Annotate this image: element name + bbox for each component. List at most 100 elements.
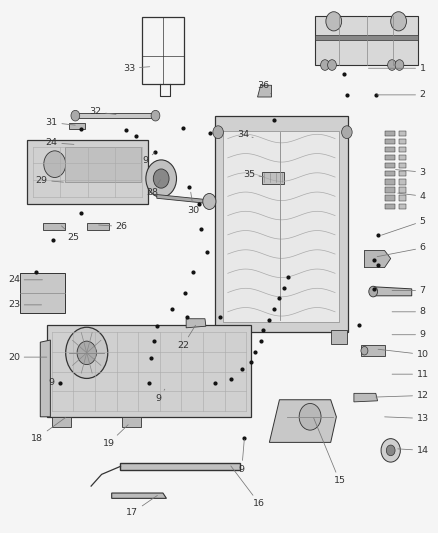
Polygon shape — [385, 155, 395, 160]
Circle shape — [44, 151, 66, 177]
Polygon shape — [373, 287, 412, 296]
Polygon shape — [399, 139, 406, 144]
Text: 24: 24 — [8, 276, 42, 284]
Polygon shape — [399, 155, 406, 160]
Polygon shape — [217, 330, 232, 344]
Text: 9: 9 — [392, 330, 426, 339]
Text: 2: 2 — [377, 91, 426, 99]
Polygon shape — [157, 195, 209, 204]
Polygon shape — [186, 319, 206, 328]
Circle shape — [66, 327, 108, 378]
Polygon shape — [122, 417, 141, 427]
Text: 9: 9 — [155, 389, 165, 403]
Polygon shape — [399, 131, 406, 136]
Circle shape — [151, 110, 160, 121]
Circle shape — [299, 403, 321, 430]
Text: 9: 9 — [49, 378, 59, 387]
Text: 31: 31 — [46, 118, 75, 127]
Circle shape — [77, 341, 96, 365]
Polygon shape — [52, 417, 71, 427]
Text: 9: 9 — [142, 153, 155, 165]
Polygon shape — [399, 196, 406, 201]
Text: 16: 16 — [231, 466, 265, 508]
Polygon shape — [72, 113, 155, 118]
Text: 23: 23 — [8, 301, 42, 309]
Circle shape — [321, 60, 329, 70]
Circle shape — [203, 193, 216, 209]
Text: 9: 9 — [239, 440, 245, 473]
Polygon shape — [385, 147, 395, 152]
Polygon shape — [399, 171, 406, 176]
Polygon shape — [385, 131, 395, 136]
Polygon shape — [385, 139, 395, 144]
Circle shape — [386, 445, 395, 456]
Polygon shape — [364, 251, 391, 268]
Text: 26: 26 — [99, 222, 128, 231]
Polygon shape — [399, 163, 406, 168]
Text: 7: 7 — [392, 286, 426, 295]
Polygon shape — [385, 171, 395, 176]
Text: 6: 6 — [377, 244, 426, 257]
Text: 4: 4 — [398, 192, 426, 200]
Circle shape — [391, 12, 406, 31]
Circle shape — [213, 126, 223, 139]
Circle shape — [153, 169, 169, 188]
Polygon shape — [354, 393, 378, 402]
Text: 15: 15 — [314, 418, 346, 485]
Text: 35: 35 — [243, 171, 264, 179]
Polygon shape — [47, 325, 251, 417]
Circle shape — [71, 110, 80, 121]
Circle shape — [326, 12, 342, 31]
Text: 20: 20 — [8, 353, 47, 361]
Polygon shape — [385, 196, 395, 201]
Polygon shape — [399, 147, 406, 152]
Text: 12: 12 — [376, 391, 429, 400]
Text: 5: 5 — [381, 217, 426, 235]
Polygon shape — [269, 400, 336, 442]
Polygon shape — [385, 188, 395, 193]
Text: 10: 10 — [378, 349, 429, 359]
Polygon shape — [399, 188, 406, 193]
Polygon shape — [215, 116, 348, 332]
Text: 28: 28 — [146, 180, 160, 197]
Polygon shape — [262, 172, 284, 184]
Circle shape — [328, 60, 336, 70]
Circle shape — [388, 60, 396, 70]
Text: 33: 33 — [123, 64, 150, 72]
Text: 1: 1 — [368, 64, 426, 72]
Text: 18: 18 — [31, 418, 65, 442]
Polygon shape — [361, 345, 385, 356]
Polygon shape — [258, 85, 272, 97]
Polygon shape — [40, 340, 50, 417]
Text: 25: 25 — [61, 226, 80, 241]
Circle shape — [369, 286, 378, 297]
Text: 29: 29 — [35, 176, 64, 184]
Polygon shape — [399, 204, 406, 209]
Text: 22: 22 — [177, 325, 195, 350]
Circle shape — [361, 346, 368, 355]
Polygon shape — [385, 204, 395, 209]
Polygon shape — [385, 163, 395, 168]
Text: 13: 13 — [385, 414, 429, 423]
Polygon shape — [331, 330, 347, 344]
Text: 24: 24 — [46, 139, 74, 147]
Text: 3: 3 — [396, 168, 426, 176]
Text: 30: 30 — [187, 192, 200, 215]
Text: 34: 34 — [237, 130, 253, 139]
Text: 32: 32 — [89, 108, 116, 116]
Circle shape — [381, 439, 400, 462]
Polygon shape — [20, 273, 65, 313]
Text: 8: 8 — [392, 308, 426, 316]
Polygon shape — [399, 179, 406, 184]
Polygon shape — [69, 123, 85, 129]
Polygon shape — [65, 147, 141, 182]
Polygon shape — [43, 223, 65, 230]
Polygon shape — [223, 131, 339, 322]
Polygon shape — [87, 223, 109, 230]
Polygon shape — [112, 493, 166, 498]
Text: 14: 14 — [398, 446, 429, 455]
Text: 19: 19 — [102, 425, 128, 448]
Polygon shape — [315, 16, 418, 65]
Polygon shape — [315, 35, 418, 40]
Circle shape — [146, 160, 177, 197]
